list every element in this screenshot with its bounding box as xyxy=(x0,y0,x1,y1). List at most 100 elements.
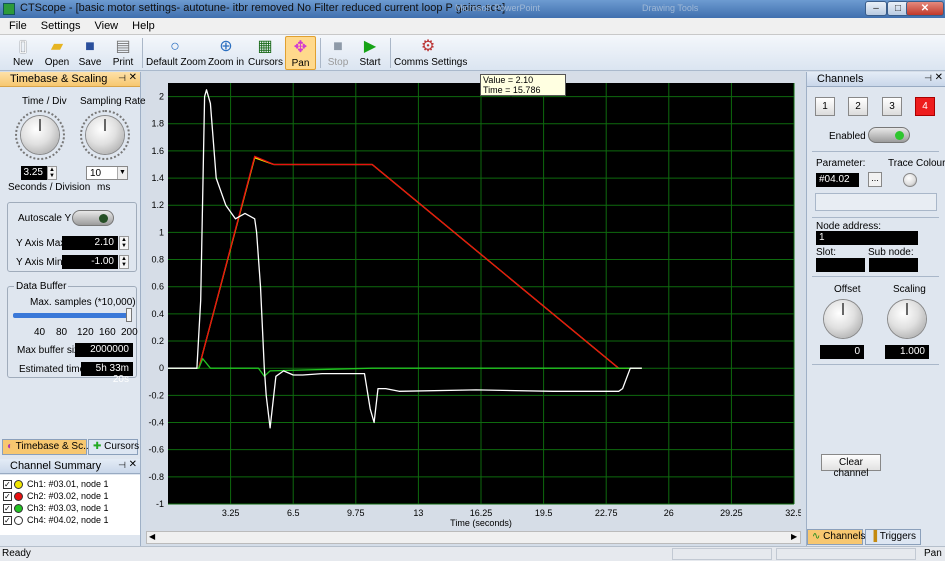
chevron-down-icon[interactable]: ▼ xyxy=(117,167,127,179)
tab-triggers-label: Triggers xyxy=(879,531,917,542)
time-div-knob[interactable] xyxy=(21,116,59,154)
slider-tick-200: 200 xyxy=(121,327,138,338)
open-button[interactable]: ▰ Open xyxy=(44,36,70,70)
save-button[interactable]: ■ Save xyxy=(77,36,103,70)
play-icon: ▶ xyxy=(363,38,377,55)
buffer-slider[interactable] xyxy=(13,313,131,318)
y-tick-label: -0.8 xyxy=(148,472,164,482)
y-axis-min-spinner[interactable]: ▲ ▼ xyxy=(119,255,129,269)
estimated-time-label: Estimated time: xyxy=(19,364,88,375)
zoom-in-button[interactable]: ⊕ Zoom in xyxy=(207,36,245,70)
x-tick-label: 6.5 xyxy=(287,508,300,518)
tab-timebase[interactable]: ◐ Timebase & Sc... xyxy=(2,439,91,455)
y-tick-label: 0 xyxy=(159,363,164,373)
checkbox[interactable]: ✓ xyxy=(3,480,12,489)
y-tick-label: 0.2 xyxy=(151,336,164,346)
left-dock-tabs: ◐ Timebase & Sc... ✚ Cursors xyxy=(0,439,140,455)
panel-divider xyxy=(812,217,939,218)
x-tick-label: 32.5 xyxy=(785,508,801,518)
offset-label: Offset xyxy=(834,284,861,295)
save-label: Save xyxy=(78,57,102,68)
channel-4-button[interactable]: 4 xyxy=(915,97,935,116)
subnode-input[interactable] xyxy=(869,258,918,272)
buffer-slider-thumb[interactable] xyxy=(126,308,132,322)
scaling-knob[interactable] xyxy=(888,300,926,338)
pin-icon[interactable]: ⊣ xyxy=(924,73,932,83)
subnode-label: Sub node: xyxy=(868,247,914,258)
enabled-toggle[interactable] xyxy=(868,127,910,143)
y-axis-min-input[interactable]: -1.00 xyxy=(62,255,118,269)
close-button[interactable]: ✕ xyxy=(906,1,944,16)
stop-button[interactable]: ■ Stop xyxy=(324,36,352,70)
tab-channels[interactable]: ∿ Channels xyxy=(807,529,865,545)
cursors-button[interactable]: ▦ Cursors xyxy=(248,36,283,70)
pan-arrows-icon: ✥ xyxy=(293,39,308,56)
menu-file[interactable]: File xyxy=(9,20,27,32)
minimize-button[interactable]: – xyxy=(865,1,887,16)
comms-icon: ⚙ xyxy=(420,38,436,55)
channel-summary-title: Channel Summary xyxy=(10,460,102,472)
timebase-panel-title: Timebase & Scaling xyxy=(10,73,108,85)
y-axis-max-spinner[interactable]: ▲ ▼ xyxy=(119,236,129,250)
pan-button[interactable]: ✥ Pan xyxy=(285,36,316,70)
autoscale-toggle[interactable] xyxy=(72,210,114,226)
slider-tick-160: 160 xyxy=(99,327,116,338)
max-buffer-input[interactable]: 2000000 xyxy=(75,343,133,357)
start-button[interactable]: ▶ Start xyxy=(356,36,384,70)
cursor-icon: ✚ xyxy=(93,441,102,452)
menu-help[interactable]: Help xyxy=(132,20,155,32)
y-tick-label: -0.2 xyxy=(148,390,164,400)
time-div-spinner[interactable]: ▲ ▼ xyxy=(47,166,57,180)
close-icon[interactable]: ✕ xyxy=(934,72,943,83)
tooltip-time: Time = 15.786 seconds xyxy=(483,85,541,105)
tab-cursors-label: Cursors xyxy=(104,441,140,452)
parameter-description-box xyxy=(815,193,937,211)
pin-icon[interactable]: ⊣ xyxy=(118,73,126,83)
parameter-input[interactable]: #04.02 xyxy=(816,173,859,187)
default-zoom-button[interactable]: ○ Default Zoom xyxy=(146,36,207,70)
checkbox[interactable]: ✓ xyxy=(3,516,12,525)
node-address-input[interactable]: 1 xyxy=(816,231,918,245)
sampling-rate-knob[interactable] xyxy=(86,116,124,154)
browse-button[interactable]: ... xyxy=(868,172,882,187)
default-zoom-label: Default Zoom xyxy=(146,57,207,68)
channel-1-button[interactable]: 1 xyxy=(815,97,835,116)
channel-summary-header: Channel Summary ⊣ ✕ xyxy=(0,459,140,474)
checkbox[interactable]: ✓ xyxy=(3,492,12,501)
scroll-right-icon[interactable]: ▶ xyxy=(791,532,798,541)
pin-icon[interactable]: ⊣ xyxy=(118,460,126,470)
y-tick-label: 0.4 xyxy=(151,309,164,319)
start-label: Start xyxy=(359,57,381,68)
comms-settings-button[interactable]: ⚙ Comms Settings xyxy=(394,36,467,70)
bg-window-title-1: Microsoft PowerPoint xyxy=(455,3,541,13)
parameter-label: Parameter: xyxy=(816,158,866,169)
new-button[interactable]: ▯ New xyxy=(10,36,36,70)
offset-knob[interactable] xyxy=(824,300,862,338)
tab-triggers[interactable]: ▐ Triggers xyxy=(865,529,921,545)
x-tick-label: 19.5 xyxy=(535,508,553,518)
horizontal-scrollbar[interactable]: ◀ ▶ xyxy=(146,531,801,544)
close-icon[interactable]: ✕ xyxy=(128,72,137,83)
checkbox[interactable]: ✓ xyxy=(3,504,12,513)
offset-input[interactable]: 0 xyxy=(820,345,864,359)
y-axis-max-input[interactable]: 2.10 xyxy=(62,236,118,250)
menu-view[interactable]: View xyxy=(94,20,119,32)
scaling-input[interactable]: 1.000 xyxy=(885,345,929,359)
close-icon[interactable]: ✕ xyxy=(128,459,137,470)
channel-2-button[interactable]: 2 xyxy=(848,97,868,116)
print-button[interactable]: ▤ Print xyxy=(110,36,136,70)
y-tick-label: -0.4 xyxy=(148,418,164,428)
x-tick-label: 13 xyxy=(413,508,423,518)
channel-label: Ch3: #03.03, node 1 xyxy=(27,503,109,513)
tab-cursors[interactable]: ✚ Cursors xyxy=(88,439,140,455)
trace-colour-swatch[interactable] xyxy=(903,173,917,187)
scope-chart[interactable]: 3.25 6.5 9.75 13 16.25 19.5 22.75 26 29.25 32.5 2 1… xyxy=(146,73,801,543)
slot-input[interactable] xyxy=(816,258,865,272)
sampling-rate-value: 10 xyxy=(90,168,102,179)
channel-3-button[interactable]: 3 xyxy=(882,97,902,116)
menu-settings[interactable]: Settings xyxy=(40,20,81,32)
status-bar: Ready Pan xyxy=(0,546,945,561)
scroll-left-icon[interactable]: ◀ xyxy=(149,532,156,541)
time-div-value[interactable]: 3.25 xyxy=(21,166,47,180)
clear-channel-button[interactable]: Clear channel xyxy=(821,454,881,479)
